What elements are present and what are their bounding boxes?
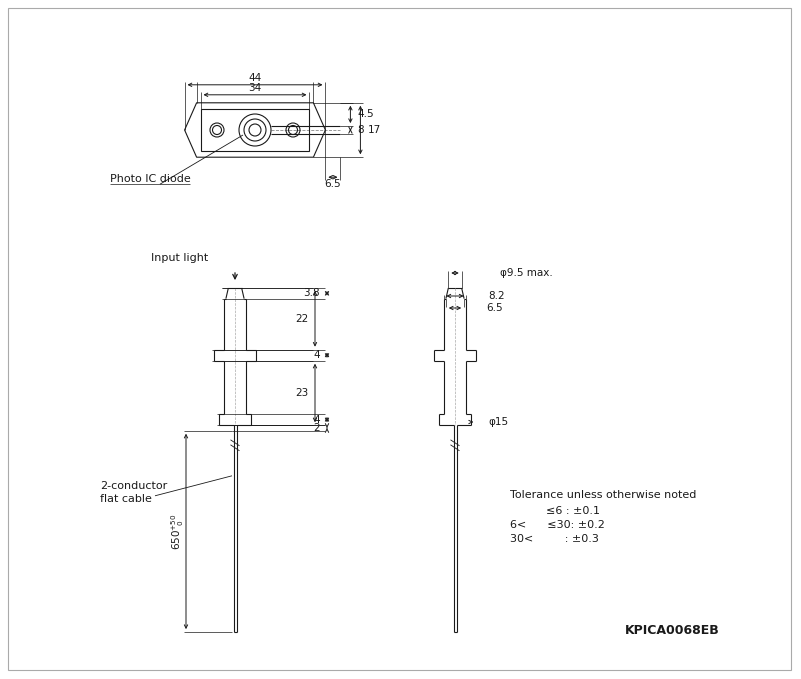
Bar xyxy=(200,109,309,151)
Text: 6<      ≤30: ±0.2: 6< ≤30: ±0.2 xyxy=(510,520,605,530)
Text: 6.5: 6.5 xyxy=(324,179,341,189)
Text: 34: 34 xyxy=(248,83,262,93)
Text: 8: 8 xyxy=(357,125,364,135)
Text: 22: 22 xyxy=(295,314,308,324)
Text: 17: 17 xyxy=(368,125,380,135)
Text: 30<         : ±0.3: 30< : ±0.3 xyxy=(510,534,599,544)
Text: 3.8: 3.8 xyxy=(304,289,320,298)
Text: φ15: φ15 xyxy=(488,417,508,427)
Text: KPICA0068EB: KPICA0068EB xyxy=(626,623,720,636)
Text: flat cable: flat cable xyxy=(100,494,152,504)
Text: φ9.5 max.: φ9.5 max. xyxy=(500,268,553,278)
Text: 4: 4 xyxy=(313,350,320,360)
Text: Tolerance unless otherwise noted: Tolerance unless otherwise noted xyxy=(510,490,696,500)
Text: ≤6 : ±0.1: ≤6 : ±0.1 xyxy=(525,506,600,516)
Text: 44: 44 xyxy=(248,73,262,83)
Text: 4.5: 4.5 xyxy=(357,109,374,120)
Text: 2-conductor: 2-conductor xyxy=(100,481,167,491)
Text: 23: 23 xyxy=(295,388,308,398)
Text: Input light: Input light xyxy=(151,253,208,263)
Text: 4: 4 xyxy=(313,415,320,424)
Text: 8.2: 8.2 xyxy=(489,291,505,301)
Text: Photo IC diode: Photo IC diode xyxy=(110,175,191,184)
Text: 6.5: 6.5 xyxy=(486,303,503,313)
Text: 650$^{+50}_{\ \ 0}$: 650$^{+50}_{\ \ 0}$ xyxy=(170,513,187,550)
Text: 2: 2 xyxy=(313,423,320,433)
